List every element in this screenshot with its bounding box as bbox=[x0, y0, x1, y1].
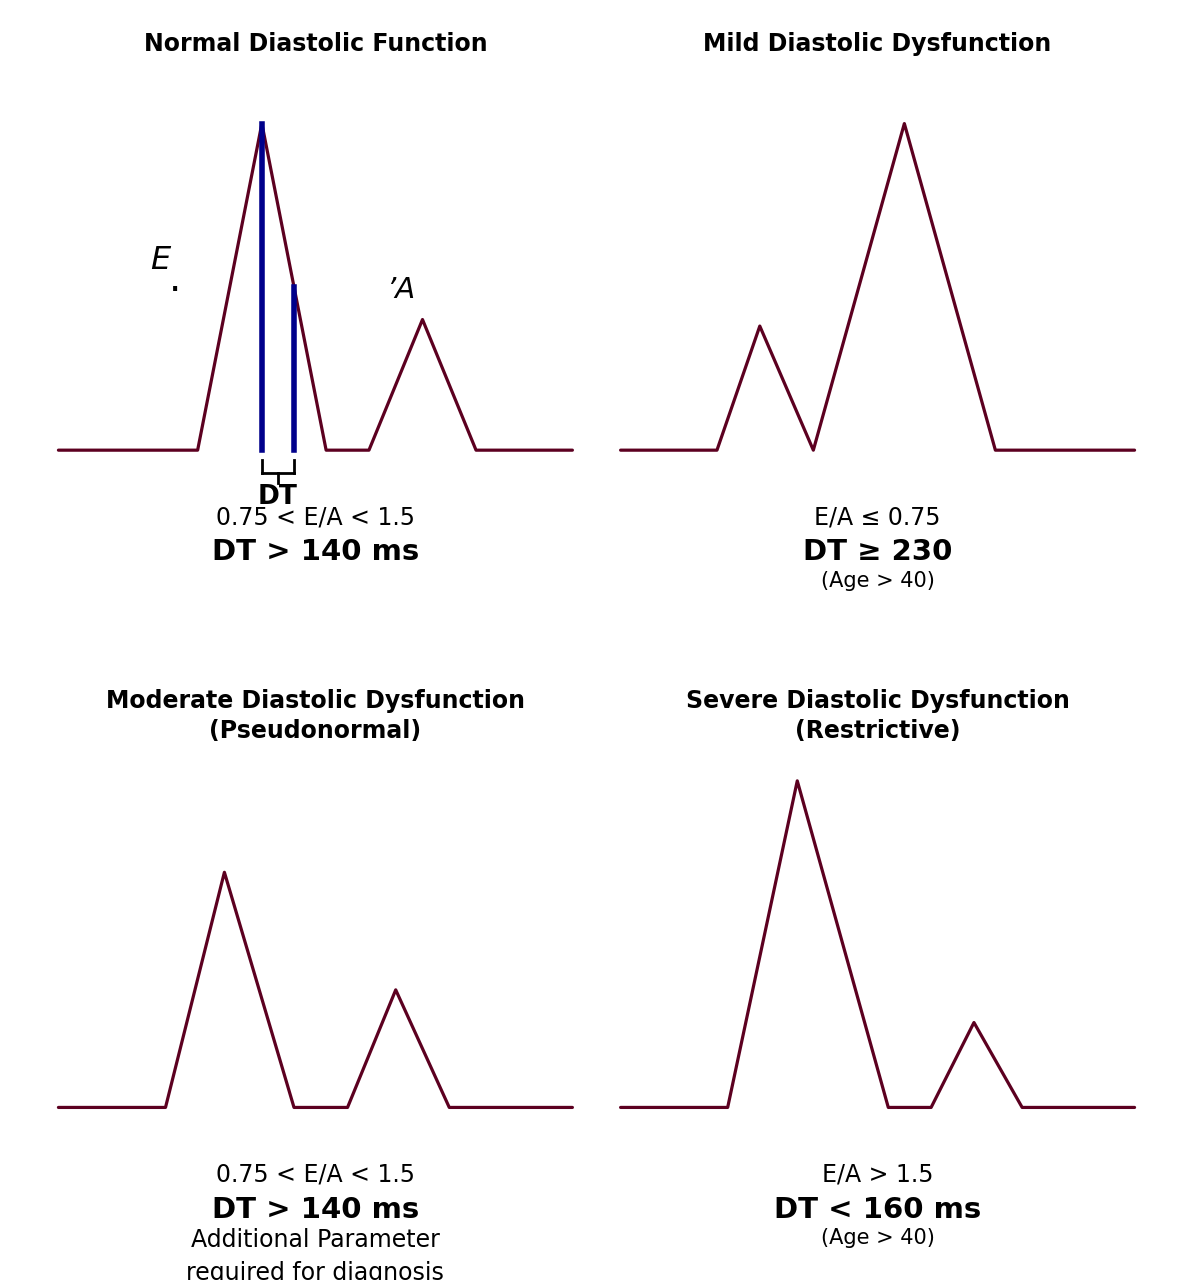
Text: .: . bbox=[169, 261, 181, 300]
Text: Moderate Diastolic Dysfunction
(Pseudonormal): Moderate Diastolic Dysfunction (Pseudono… bbox=[106, 690, 525, 744]
Text: (Age > 40): (Age > 40) bbox=[821, 571, 934, 591]
Text: DT < 160 ms: DT < 160 ms bbox=[774, 1196, 981, 1224]
Text: 0.75 < E/A < 1.5: 0.75 < E/A < 1.5 bbox=[216, 506, 415, 530]
Text: DT: DT bbox=[258, 484, 298, 511]
Text: DT > 140 ms: DT > 140 ms bbox=[212, 539, 419, 566]
Text: E/A ≤ 0.75: E/A ≤ 0.75 bbox=[815, 506, 941, 530]
Text: required for diagnosis: required for diagnosis bbox=[186, 1261, 444, 1280]
Text: (Age > 40): (Age > 40) bbox=[821, 1229, 934, 1248]
Text: E/A > 1.5: E/A > 1.5 bbox=[822, 1164, 933, 1187]
Text: 0.75 < E/A < 1.5: 0.75 < E/A < 1.5 bbox=[216, 1164, 415, 1187]
Text: Normal Diastolic Function: Normal Diastolic Function bbox=[143, 32, 487, 56]
Text: ’A: ’A bbox=[387, 276, 415, 305]
Text: Severe Diastolic Dysfunction
(Restrictive): Severe Diastolic Dysfunction (Restrictiv… bbox=[686, 690, 1069, 744]
Text: DT > 140 ms: DT > 140 ms bbox=[212, 1196, 419, 1224]
Text: E: E bbox=[150, 246, 171, 276]
Text: DT ≥ 230: DT ≥ 230 bbox=[803, 539, 952, 566]
Text: Additional Parameter: Additional Parameter bbox=[191, 1229, 440, 1252]
Text: Mild Diastolic Dysfunction: Mild Diastolic Dysfunction bbox=[704, 32, 1052, 56]
